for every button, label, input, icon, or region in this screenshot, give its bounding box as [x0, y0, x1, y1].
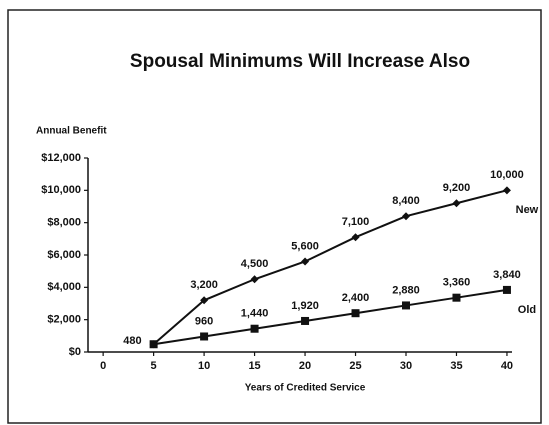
point [502, 186, 511, 195]
series-line [153, 288, 508, 346]
y-tick-label: $8,000 [47, 217, 81, 229]
x-tick-label: 25 [349, 360, 361, 372]
x-tick-label: 0 [100, 360, 106, 372]
series-name: Old [518, 304, 536, 316]
y-tick-label: $4,000 [47, 281, 81, 293]
point [351, 233, 360, 242]
series-line [152, 189, 508, 345]
point [351, 309, 360, 318]
data-label: 960 [195, 315, 213, 327]
data-label: 2,880 [392, 284, 420, 296]
data-label: 9,200 [443, 182, 471, 194]
point [149, 340, 158, 349]
x-tick-label: 40 [501, 360, 513, 372]
point [250, 324, 259, 333]
data-label: 3,840 [493, 269, 521, 281]
x-axis-label: Years of Credited Service [245, 383, 366, 394]
data-label: 8,400 [392, 195, 420, 207]
data-label: 1,920 [291, 300, 319, 312]
point [200, 332, 209, 341]
point [402, 301, 410, 310]
point [452, 293, 461, 302]
chart-title: Spousal Minimums Will Increase Also [130, 51, 470, 72]
point [250, 275, 259, 284]
y-tick-label: $0 [69, 346, 81, 358]
x-tick-label: 30 [400, 360, 412, 372]
data-label: 10,000 [490, 169, 524, 181]
point [301, 257, 310, 266]
y-tick-label: $2,000 [47, 314, 81, 326]
y-tick-label: $12,000 [41, 152, 81, 164]
point [452, 199, 461, 208]
data-label: 7,100 [342, 216, 370, 228]
y-tick-label: $6,000 [47, 249, 81, 261]
series-name: New [516, 204, 539, 216]
data-label: 4,500 [241, 258, 269, 270]
point [402, 212, 410, 221]
point [301, 316, 310, 325]
data-label: 5,600 [291, 240, 319, 252]
data-label: 3,200 [190, 279, 218, 291]
frame [7, 9, 542, 424]
y-tick-label: $10,000 [41, 184, 81, 196]
x-tick-label: 5 [151, 360, 157, 372]
point [502, 285, 511, 294]
y-axis-label: Annual Benefit [36, 126, 107, 137]
x-tick-label: 10 [198, 360, 210, 372]
data-label: 3,360 [443, 277, 471, 289]
data-label: 2,400 [342, 292, 370, 304]
x-tick-label: 15 [248, 360, 260, 372]
data-label: 480 [123, 335, 141, 347]
data-label: 1,440 [241, 308, 269, 320]
x-tick-label: 20 [299, 360, 311, 372]
x-tick-label: 35 [450, 360, 462, 372]
point [200, 296, 209, 305]
